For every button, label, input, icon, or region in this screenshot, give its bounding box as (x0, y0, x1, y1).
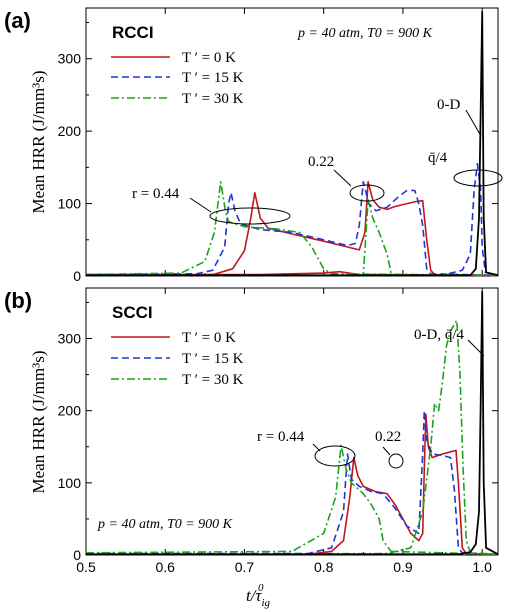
panel-b-legend: T ′ = 0 K T ′ = 15 K T ′ = 30 K (111, 330, 244, 388)
series-line-t15 (86, 162, 499, 277)
y-tick-label: 300 (58, 331, 82, 347)
legend-label-t15: T ′ = 15 K (182, 351, 244, 367)
legend-label-t15: T ′ = 15 K (182, 70, 244, 86)
series-line-t30 (85, 181, 499, 277)
panel-b-condition-label: p = 40 atm, T0 = 900 K (97, 517, 233, 532)
ellipse-qbar (453, 169, 503, 187)
x-tick-label: 0.7 (235, 559, 255, 575)
annotation-qbar: q̄/4 (428, 150, 448, 166)
annotation-0d-qbar: 0-D, q̄/4 (414, 327, 464, 343)
x-tick-label: 1.0 (472, 559, 492, 575)
leader-0d-qbar (467, 339, 485, 357)
panel-b-series (85, 290, 499, 556)
series-line-t30 (86, 199, 499, 277)
series-line-zero_d (86, 10, 499, 277)
panel-b-mode-label: SCCI (112, 303, 153, 322)
series-line-t15 (85, 181, 499, 277)
x-axis-title: t/τig 0 (246, 582, 271, 609)
annotation-r044: r = 0.44 (257, 429, 305, 445)
leader-r044 (189, 197, 212, 213)
panel-b-ylabel: Mean HRR (J/mm³s) (29, 351, 48, 494)
x-tick-label: 0.5 (76, 559, 96, 575)
x-tick-label: 0.6 (155, 559, 175, 575)
annotation-r044: r = 0.44 (132, 186, 180, 202)
x-axis-title-main: t/τ (246, 586, 262, 605)
leader-022 (382, 446, 391, 456)
y-tick-label: 0 (73, 268, 81, 284)
annotation-022: 0.22 (375, 429, 401, 445)
panel-b-annotations: r = 0.44 0.22 0-D, q̄/4 (257, 327, 485, 469)
y-tick-label: 200 (58, 403, 82, 419)
x-tick-label: 0.9 (393, 559, 413, 575)
leader-0d (465, 109, 482, 137)
panel-a-annotations: r = 0.44 0.22 q̄/4 0-D (132, 97, 503, 225)
y-tick-label: 200 (58, 123, 82, 139)
y-tick-label: 100 (58, 196, 82, 212)
panel-a-mode-label: RCCI (112, 23, 154, 42)
panel-a-condition-label: p = 40 atm, T0 = 900 K (297, 26, 433, 41)
panel-a: 0 100 200 300 (a) RCCI p = 40 atm, T0 = 900… (4, 7, 503, 284)
annotation-0d: 0-D (437, 97, 460, 113)
panel-a-ylabel: Mean HRR (J/mm³s) (29, 71, 48, 214)
panel-a-legend: T ′ = 0 K T ′ = 15 K T ′ = 30 K (111, 50, 244, 107)
x-axis-title-sub: ig (261, 597, 270, 609)
y-tick-label: 300 (58, 51, 82, 67)
ellipse-r044 (209, 207, 291, 225)
series-line-zero_d (86, 290, 499, 556)
legend-label-t0: T ′ = 0 K (182, 330, 236, 346)
legend-label-t30: T ′ = 30 K (182, 372, 244, 388)
series-line-t30 (85, 319, 499, 556)
legend-label-t30: T ′ = 30 K (182, 91, 244, 107)
panel-b-letter: (b) (4, 288, 32, 313)
panel-a-ticks: 0 100 200 300 (58, 8, 498, 284)
y-tick-label: 100 (58, 475, 82, 491)
series-line-t0 (86, 181, 498, 277)
series-line-t15 (86, 409, 499, 556)
leader-022 (333, 169, 352, 187)
annotation-022: 0.22 (308, 154, 334, 170)
panel-a-frame (85, 7, 499, 277)
ellipse-r044 (314, 445, 356, 467)
y-tick-label: 0 (73, 547, 81, 563)
ellipse-022 (388, 453, 404, 469)
x-tick-label: 0.8 (314, 559, 334, 575)
panel-b: 0 100 200 300 0.5 0.6 0.7 0.8 0.9 1.0 (b) SCCI p … (4, 287, 499, 609)
panel-a-series (85, 10, 499, 277)
legend-label-t0: T ′ = 0 K (182, 50, 236, 66)
x-axis-title-sup: 0 (258, 582, 264, 594)
panel-a-letter: (a) (4, 8, 31, 33)
ellipse-022 (349, 184, 385, 202)
series-line-t30 (85, 444, 499, 556)
